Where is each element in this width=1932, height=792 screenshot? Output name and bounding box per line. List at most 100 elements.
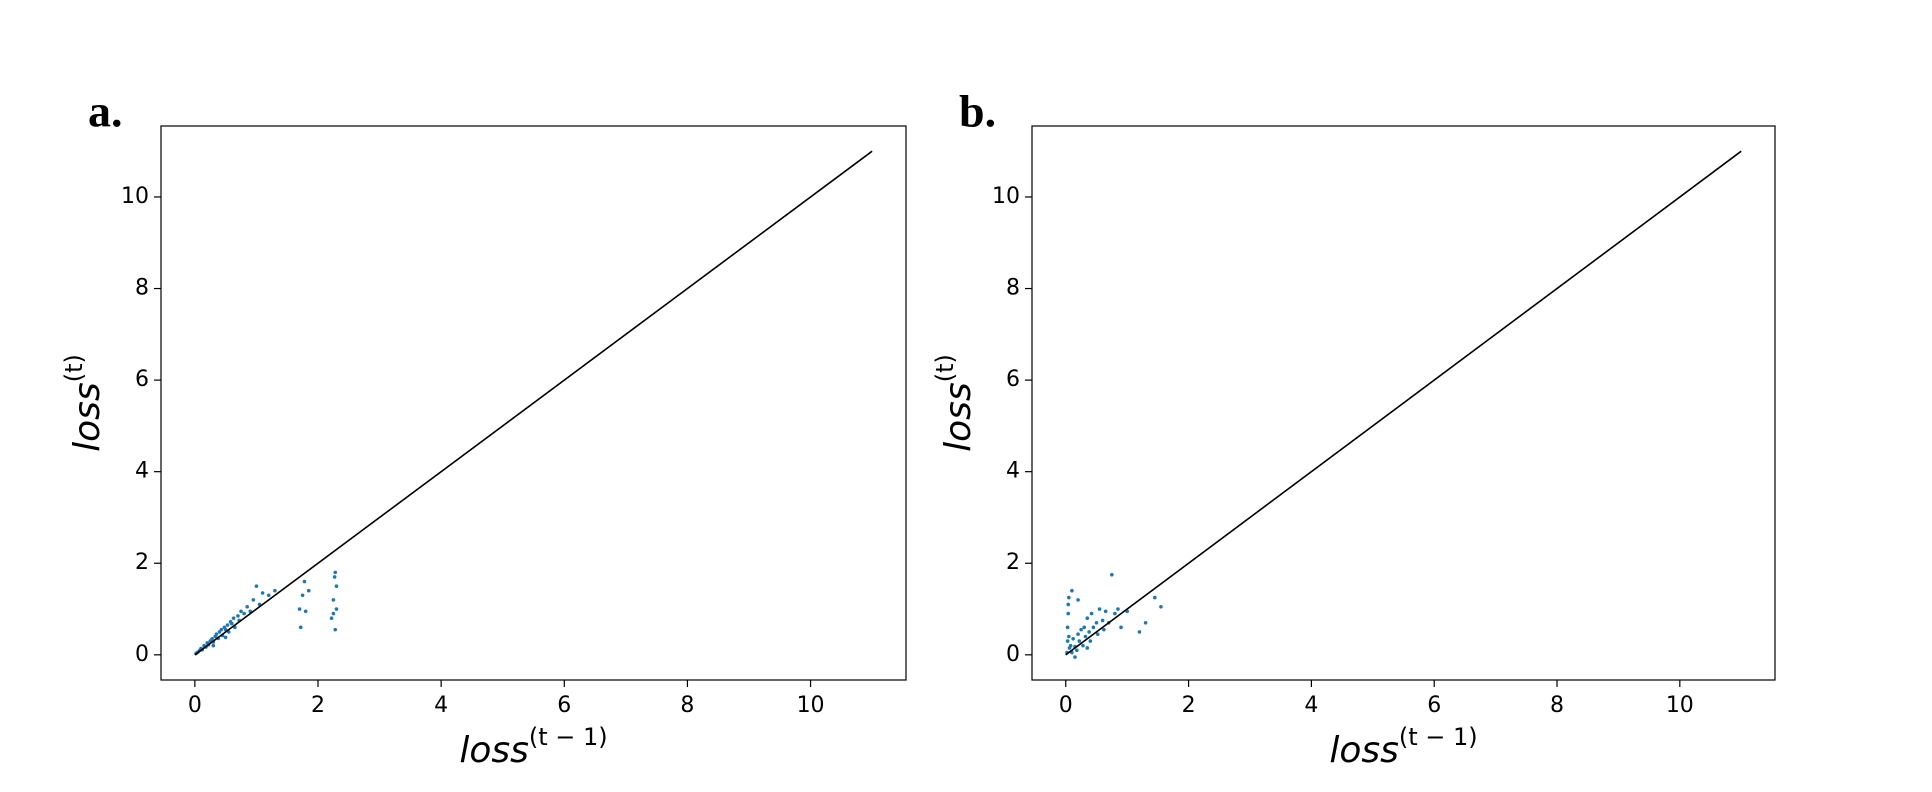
point — [251, 598, 256, 602]
x-axis-label-base: loss — [1329, 730, 1399, 771]
point — [1066, 602, 1071, 607]
point — [1087, 630, 1091, 634]
point — [1077, 639, 1082, 643]
point — [273, 588, 277, 593]
x-tick-label: 0 — [188, 693, 202, 718]
x-tick-label: 8 — [1550, 693, 1564, 718]
point — [1085, 616, 1090, 620]
point — [236, 614, 240, 618]
point — [1089, 611, 1094, 616]
y-tick-label: 10 — [121, 184, 149, 209]
panel: a. 0 2 4 6 8 10 0 2 4 6 8 10 loss(t − 1) loss(t) — [60, 86, 907, 771]
point — [1071, 636, 1075, 641]
point — [1091, 625, 1096, 630]
point — [1113, 611, 1117, 616]
point — [211, 643, 216, 648]
y-tick-label: 4 — [135, 459, 149, 484]
y-tick-label: 2 — [1006, 550, 1020, 575]
y-tick-label: 6 — [135, 367, 149, 392]
point — [1081, 643, 1085, 648]
point — [300, 593, 305, 598]
point — [219, 627, 224, 632]
y-axis-label-base: loss — [938, 382, 979, 452]
point — [303, 609, 308, 614]
point — [223, 635, 228, 640]
point — [1076, 598, 1080, 602]
line — [194, 150, 873, 656]
point — [1110, 572, 1114, 577]
point — [329, 616, 334, 620]
point — [1094, 620, 1099, 625]
y-tick-label: 0 — [135, 642, 149, 667]
point — [334, 584, 339, 588]
point — [1159, 604, 1163, 609]
point — [231, 616, 236, 620]
panel-label: b. — [959, 86, 996, 137]
point — [1153, 595, 1157, 600]
point — [1065, 625, 1070, 630]
point — [333, 627, 338, 632]
x-axis-label-sup: (t − 1) — [529, 723, 608, 751]
point — [1082, 625, 1086, 630]
y-tick-label: 10 — [992, 184, 1020, 209]
x-tick-label: 0 — [1059, 693, 1073, 718]
point — [239, 609, 243, 614]
y-axis-label-sup: (t) — [931, 354, 959, 382]
point — [331, 598, 336, 602]
y-tick-label: 8 — [135, 276, 149, 301]
point — [266, 593, 271, 598]
axes-frame — [1031, 125, 1776, 681]
point — [1070, 588, 1074, 593]
point — [298, 625, 303, 630]
point — [302, 579, 307, 584]
point — [230, 621, 234, 626]
y-tick-label: 4 — [1006, 459, 1020, 484]
point — [214, 632, 219, 637]
line — [1065, 150, 1742, 656]
point — [332, 575, 337, 579]
point — [1088, 639, 1093, 643]
point — [225, 623, 230, 627]
point — [1073, 655, 1077, 659]
x-tick-label: 2 — [1182, 693, 1196, 718]
point — [242, 611, 246, 616]
point — [1097, 607, 1102, 611]
panel-label: a. — [88, 86, 123, 137]
point — [1103, 609, 1108, 614]
point — [1066, 611, 1071, 616]
x-axis-label: loss(t − 1) — [459, 723, 607, 771]
x-tick-label: 8 — [680, 693, 694, 718]
point — [254, 584, 259, 588]
point — [1095, 632, 1100, 637]
point — [245, 604, 249, 609]
x-tick-label: 4 — [434, 693, 448, 718]
point — [1075, 648, 1079, 653]
point — [1100, 618, 1105, 623]
point — [1119, 625, 1123, 630]
y-tick-label: 8 — [1006, 276, 1020, 301]
x-tick-label: 10 — [797, 693, 825, 718]
x-tick-label: 4 — [1304, 693, 1318, 718]
point — [1085, 646, 1090, 650]
x-tick-label: 2 — [311, 693, 325, 718]
point — [334, 607, 339, 611]
point — [1102, 627, 1106, 632]
point — [333, 570, 338, 575]
point — [1143, 620, 1148, 625]
point — [306, 588, 311, 593]
y-axis-label-sup: (t) — [60, 354, 88, 382]
point — [297, 607, 302, 611]
x-tick-label: 6 — [557, 693, 571, 718]
x-tick-label: 6 — [1427, 693, 1441, 718]
x-axis-label: loss(t − 1) — [1329, 723, 1477, 771]
y-axis-label-base: loss — [67, 382, 108, 452]
point — [260, 591, 265, 595]
point — [1067, 634, 1071, 639]
point — [1079, 627, 1083, 632]
y-tick-label: 2 — [135, 550, 149, 575]
x-axis-label-sup: (t − 1) — [1399, 723, 1478, 751]
y-tick-label: 0 — [1006, 642, 1020, 667]
y-tick-label: 6 — [1006, 367, 1020, 392]
